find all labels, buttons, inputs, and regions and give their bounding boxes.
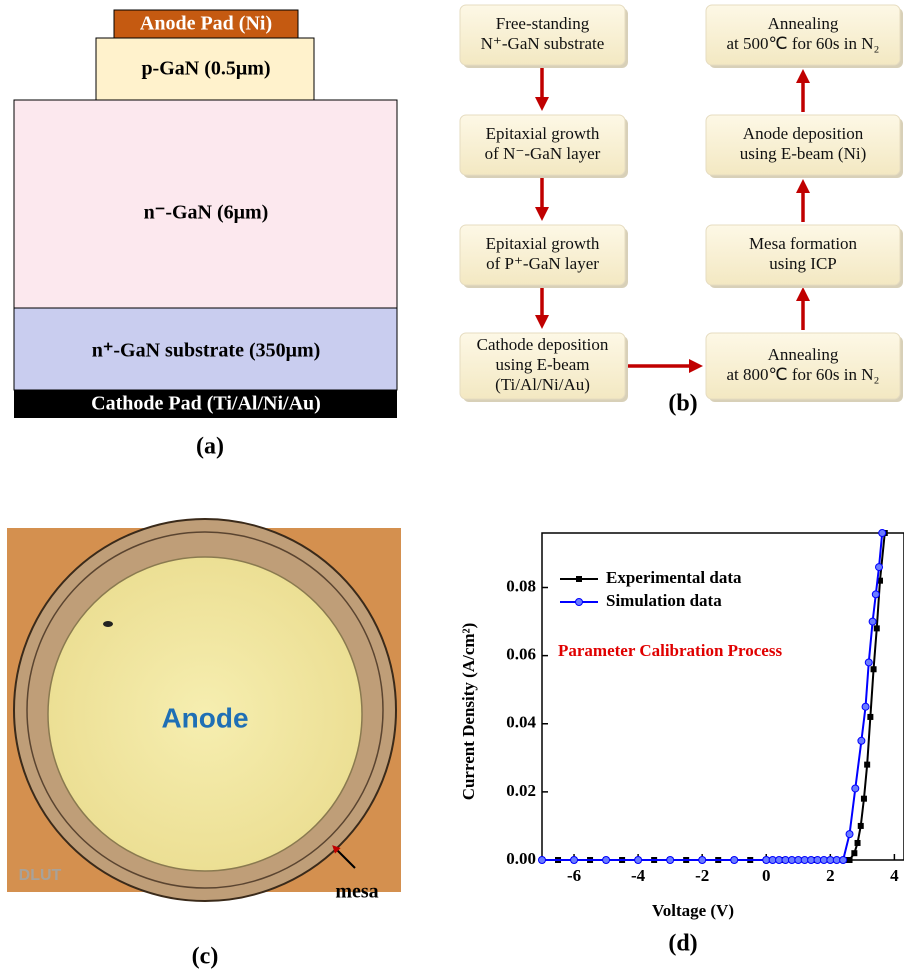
data-point xyxy=(861,796,867,802)
data-point xyxy=(847,857,853,863)
data-point xyxy=(852,785,859,792)
figure: Anode Pad (Ni) p-GaN (0.5μm) n⁻-GaN (6μm… xyxy=(0,0,904,972)
anode-label: Anode xyxy=(161,702,248,733)
flow-text: (Ti/Al/Ni/Au) xyxy=(495,375,590,394)
flow-text: using ICP xyxy=(769,254,837,273)
legend-marker xyxy=(576,576,582,582)
data-point xyxy=(876,564,883,571)
caption: (d) xyxy=(668,931,697,957)
flow-text: Cathode deposition xyxy=(477,335,609,354)
chart: -6 -4 -2 0 2 4 0.00 0.02 0.04 0.06 0.08 Voltage (V)… xyxy=(459,530,904,957)
flow-text: Anode deposition xyxy=(743,124,864,143)
layer-label: n⁻-GaN (6μm) xyxy=(144,202,269,224)
data-point xyxy=(867,714,873,720)
flow-text: Free-standing xyxy=(496,14,590,33)
data-point xyxy=(862,703,869,710)
data-point xyxy=(731,857,738,864)
x-axis-label: Voltage (V) xyxy=(652,901,734,920)
layer-label: n⁺-GaN substrate (350μm) xyxy=(92,340,321,362)
data-point xyxy=(840,857,847,864)
data-point xyxy=(667,857,674,864)
y-tick-label: 0.08 xyxy=(506,576,536,595)
layer-label: Anode Pad (Ni) xyxy=(140,13,272,35)
legend-label: Simulation data xyxy=(606,591,722,610)
data-point xyxy=(865,659,872,666)
flow-text: using E-beam (Ni) xyxy=(740,144,867,163)
data-point xyxy=(864,762,870,768)
flow-text: Epitaxial growth xyxy=(486,124,600,143)
annotation: Parameter Calibration Process xyxy=(558,641,782,660)
micrograph: Anode mesa DLUT (c) xyxy=(7,519,401,970)
layer-stack: Anode Pad (Ni) p-GaN (0.5μm) n⁻-GaN (6μm… xyxy=(14,10,397,460)
watermark: DLUT xyxy=(19,867,62,884)
flow-text: Annealing xyxy=(768,345,839,364)
data-point xyxy=(871,666,877,672)
flow-text: of P⁺-GaN layer xyxy=(486,254,599,273)
y-tick-label: 0.00 xyxy=(506,849,536,868)
x-tick-label: -2 xyxy=(695,866,709,885)
x-tick-label: 4 xyxy=(890,866,899,885)
data-point xyxy=(858,737,865,744)
x-tick-label: -4 xyxy=(631,866,646,885)
flow-text: using E-beam xyxy=(496,355,590,374)
y-tick-label: 0.04 xyxy=(506,713,536,732)
y-axis-label: Current Density (A/cm²) xyxy=(459,623,478,801)
layer-label: Cathode Pad (Ti/Al/Ni/Au) xyxy=(91,393,321,415)
data-point xyxy=(874,625,880,631)
y-tick-label: 0.02 xyxy=(506,781,536,800)
flow-arrows xyxy=(542,68,803,366)
caption: (a) xyxy=(196,434,224,460)
data-point xyxy=(571,857,578,864)
x-tick-label: 0 xyxy=(762,866,771,885)
legend-marker xyxy=(576,599,583,606)
flow-text: at 500℃ for 60s in N₂ xyxy=(727,34,880,53)
annotation: mesa xyxy=(335,881,378,903)
flow-text: N⁺-GaN substrate xyxy=(481,34,605,53)
data-point xyxy=(869,618,876,625)
flow-text: Mesa formation xyxy=(749,234,858,253)
data-point xyxy=(635,857,642,864)
legend-label: Experimental data xyxy=(606,568,742,587)
x-tick-label: 2 xyxy=(826,866,835,885)
data-point xyxy=(539,857,546,864)
flow-text: Epitaxial growth xyxy=(486,234,600,253)
caption: (c) xyxy=(192,944,219,970)
caption: (b) xyxy=(668,391,697,417)
layer-label: p-GaN (0.5μm) xyxy=(141,58,270,80)
data-point xyxy=(846,831,853,838)
data-point xyxy=(858,823,864,829)
data-point xyxy=(872,591,879,598)
x-tick-label: -6 xyxy=(567,866,581,885)
data-point xyxy=(855,840,861,846)
flow-text: Annealing xyxy=(768,14,839,33)
flow-text: of N⁻-GaN layer xyxy=(485,144,601,163)
flow-text: at 800℃ for 60s in N₂ xyxy=(727,365,880,384)
data-point xyxy=(851,850,857,856)
data-point xyxy=(603,857,610,864)
data-point xyxy=(879,530,886,537)
data-point xyxy=(699,857,706,864)
y-tick-label: 0.06 xyxy=(506,645,536,664)
